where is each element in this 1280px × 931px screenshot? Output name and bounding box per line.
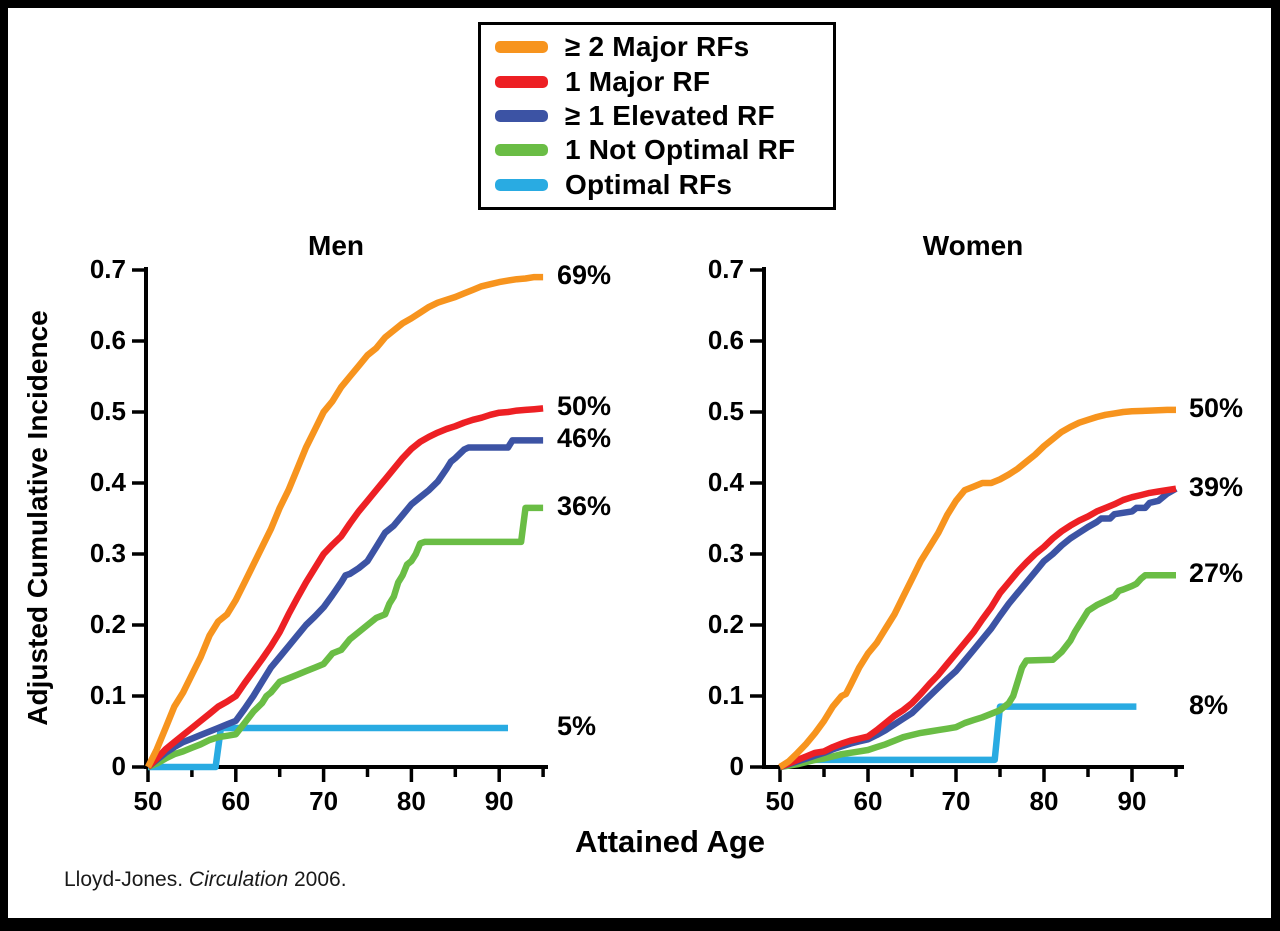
x-tick-label: 80 (396, 786, 426, 816)
series-line-women (778, 485, 1177, 771)
legend-item: ≥ 2 Major RFs (495, 31, 833, 63)
legend-swatch-icon (495, 144, 548, 157)
series-end-label: 46% (557, 423, 612, 454)
y-tick-label: 0.1 (707, 680, 744, 710)
axis-men (144, 267, 548, 769)
x-tick-label: 60 (221, 786, 251, 816)
x-tick-label: 70 (309, 786, 339, 816)
x-tick-label: 90 (1117, 786, 1147, 816)
legend-swatch-icon (495, 109, 548, 122)
x-tick-label: 60 (853, 786, 883, 816)
x-tick-label: 90 (484, 786, 514, 816)
y-tick-label: 0.7 (89, 254, 126, 284)
panel-title-women: Women (922, 230, 1024, 261)
series-line-men (146, 504, 544, 771)
series-end-label: 39% (1189, 471, 1244, 502)
y-tick-label: 0 (729, 751, 744, 781)
series-end-label: 27% (1189, 558, 1244, 589)
y-tick-label: 0.4 (707, 467, 744, 497)
series-end-label: 50% (557, 391, 612, 422)
y-tick-label: 0.3 (89, 538, 126, 568)
x-tick-label: 80 (1029, 786, 1059, 816)
legend-label: Optimal RFs (565, 168, 733, 200)
series-line-men (145, 405, 544, 770)
series-line-women (779, 572, 1176, 771)
y-tick-label: 0.6 (707, 325, 744, 355)
y-axis-label: Adjusted Cumulative Incidence (22, 310, 53, 726)
x-axis-label: Attained Age (574, 824, 766, 859)
x-tick-label: 50 (765, 786, 795, 816)
legend-swatch-icon (495, 178, 548, 191)
legend-swatch-icon (495, 41, 548, 54)
axis-women (762, 267, 1184, 769)
legend-swatch-icon (495, 75, 548, 88)
y-tick-label: 0.2 (707, 609, 744, 639)
series-line-men (145, 273, 544, 769)
y-tick-label: 0.1 (89, 680, 126, 710)
y-tick-label: 0.5 (89, 396, 126, 426)
series-end-label: 5% (557, 710, 597, 741)
series-line-men (148, 724, 508, 771)
y-tick-label: 0.5 (707, 396, 744, 426)
legend-label: ≥ 2 Major RFs (565, 31, 750, 63)
legend-item: 1 Major RF (495, 66, 833, 98)
y-tick-label: 0.4 (89, 467, 126, 497)
legend-box: ≥ 2 Major RFs 1 Major RF ≥ 1 Elevated RF 1 … (478, 22, 836, 210)
y-tick-label: 0.3 (707, 538, 744, 568)
series-line-men (145, 437, 544, 770)
series-line-women (778, 406, 1176, 770)
series-end-label: 36% (557, 490, 612, 521)
legend-label: 1 Major RF (565, 65, 711, 97)
y-tick-label: 0.7 (707, 254, 744, 284)
panel-title-men: Men (308, 230, 364, 261)
citation-year: 2006. (293, 868, 347, 891)
y-tick-label: 0.6 (89, 325, 126, 355)
legend-item: Optimal RFs (495, 169, 833, 201)
series-end-label: 69% (557, 260, 612, 291)
x-tick-label: 50 (133, 786, 163, 816)
citation-author: Lloyd-Jones. (64, 868, 184, 891)
legend-label: ≥ 1 Elevated RF (565, 99, 775, 131)
citation: Lloyd-Jones. Circulation 2006. (64, 868, 347, 892)
legend-item: 1 Not Optimal RF (495, 134, 833, 166)
legend-item: ≥ 1 Elevated RF (495, 100, 833, 132)
y-tick-label: 0.2 (89, 609, 126, 639)
citation-journal: Circulation (188, 868, 289, 891)
y-tick-label: 0 (111, 751, 126, 781)
series-end-label: 8% (1189, 689, 1229, 720)
legend-label: 1 Not Optimal RF (565, 134, 796, 166)
series-end-label: 50% (1189, 392, 1244, 423)
x-tick-label: 70 (941, 786, 971, 816)
